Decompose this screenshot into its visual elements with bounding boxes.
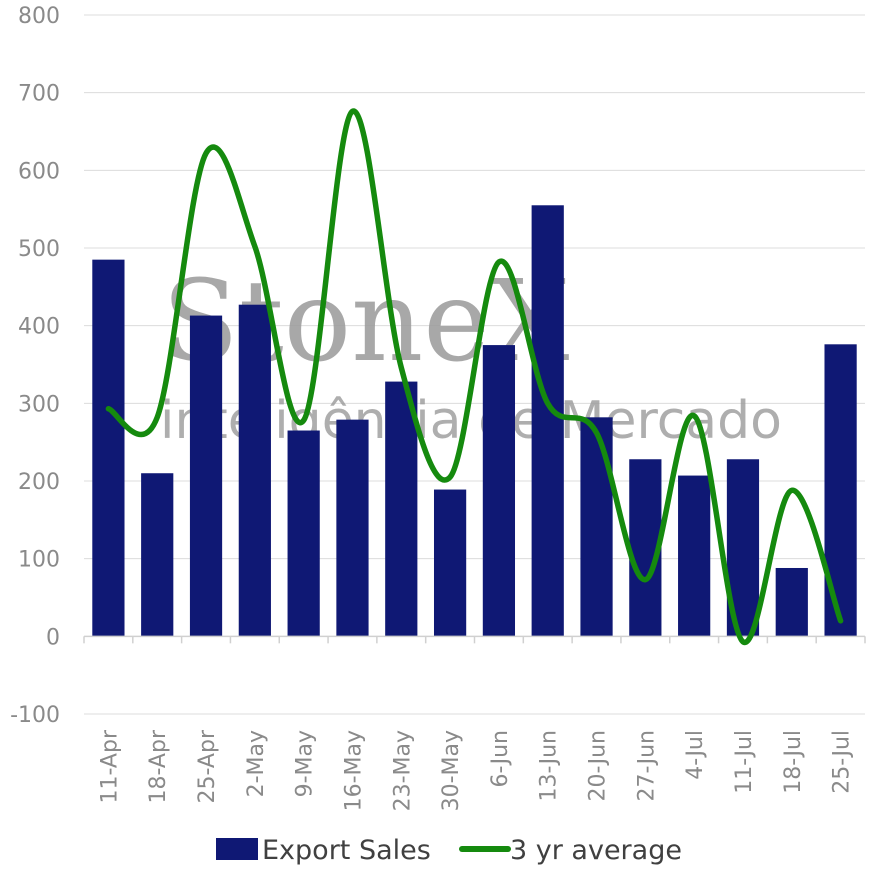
- bar-6-jun: [482, 345, 516, 637]
- x-tick-label: 11-Apr: [97, 729, 122, 803]
- bar-series: [92, 205, 857, 637]
- bar-30-may: [433, 489, 467, 637]
- y-tick-label: 400: [18, 315, 60, 340]
- x-tick-label: 18-Apr: [146, 729, 171, 803]
- bar-23-may: [385, 381, 418, 637]
- x-tick-label: 4-Jul: [683, 730, 708, 780]
- bar-9-may: [287, 430, 320, 637]
- y-tick-label: 700: [18, 82, 60, 107]
- x-tick-label: 13-Jun: [537, 730, 562, 802]
- bar-18-apr: [141, 473, 174, 637]
- y-tick-label: 0: [46, 625, 60, 650]
- line-3-yr-average: [105, 108, 844, 645]
- x-tick-label: 6-Jun: [488, 730, 513, 788]
- legend-label-3-yr-average: 3 yr average: [510, 835, 682, 866]
- bar-13-jun: [531, 205, 564, 637]
- x-tick-label: 30-May: [439, 730, 464, 811]
- y-axis-tick-labels: -100 0 100 200 300 400 500 600 700 800: [10, 4, 60, 728]
- y-tick-label: 200: [18, 470, 60, 495]
- y-tick-label: 100: [18, 548, 60, 573]
- x-tick-label: 18-Jul: [781, 730, 806, 794]
- legend: Export Sales 3 yr average: [216, 835, 682, 866]
- x-tick-label: 9-May: [293, 730, 318, 797]
- x-tick-label: 16-May: [341, 730, 366, 811]
- x-tick-label: 23-May: [390, 730, 415, 811]
- legend-label-export-sales: Export Sales: [262, 835, 431, 866]
- x-tick-label: 2-May: [244, 730, 269, 797]
- bar-20-jun: [580, 417, 613, 637]
- legend-swatch-export-sales: [216, 838, 258, 860]
- x-tick-label: 20-Jun: [586, 730, 611, 802]
- bar-4-jul: [678, 475, 711, 637]
- x-axis: [83, 635, 866, 644]
- bar-25-apr: [189, 315, 223, 637]
- x-axis-tick-labels: 11-Apr 18-Apr 25-Apr 2-May 9-May 16-May 23-May…: [97, 729, 854, 811]
- bar-2-may: [238, 304, 271, 637]
- bar-11-apr: [92, 259, 125, 637]
- bar-18-jul: [775, 567, 808, 637]
- y-tick-label: 600: [18, 159, 60, 184]
- y-tick-label: -100: [10, 703, 60, 728]
- x-tick-label: 27-Jun: [634, 730, 659, 802]
- y-tick-label: 800: [18, 4, 60, 29]
- x-tick-label: 11-Jul: [732, 730, 757, 794]
- line-series: [105, 108, 844, 645]
- bar-16-may: [336, 419, 369, 637]
- y-tick-label: 500: [18, 237, 60, 262]
- x-tick-label: 25-Jul: [830, 730, 855, 794]
- bar-25-jul: [824, 344, 857, 637]
- y-tick-label: 300: [18, 392, 60, 417]
- x-tick-label: 25-Apr: [195, 729, 220, 803]
